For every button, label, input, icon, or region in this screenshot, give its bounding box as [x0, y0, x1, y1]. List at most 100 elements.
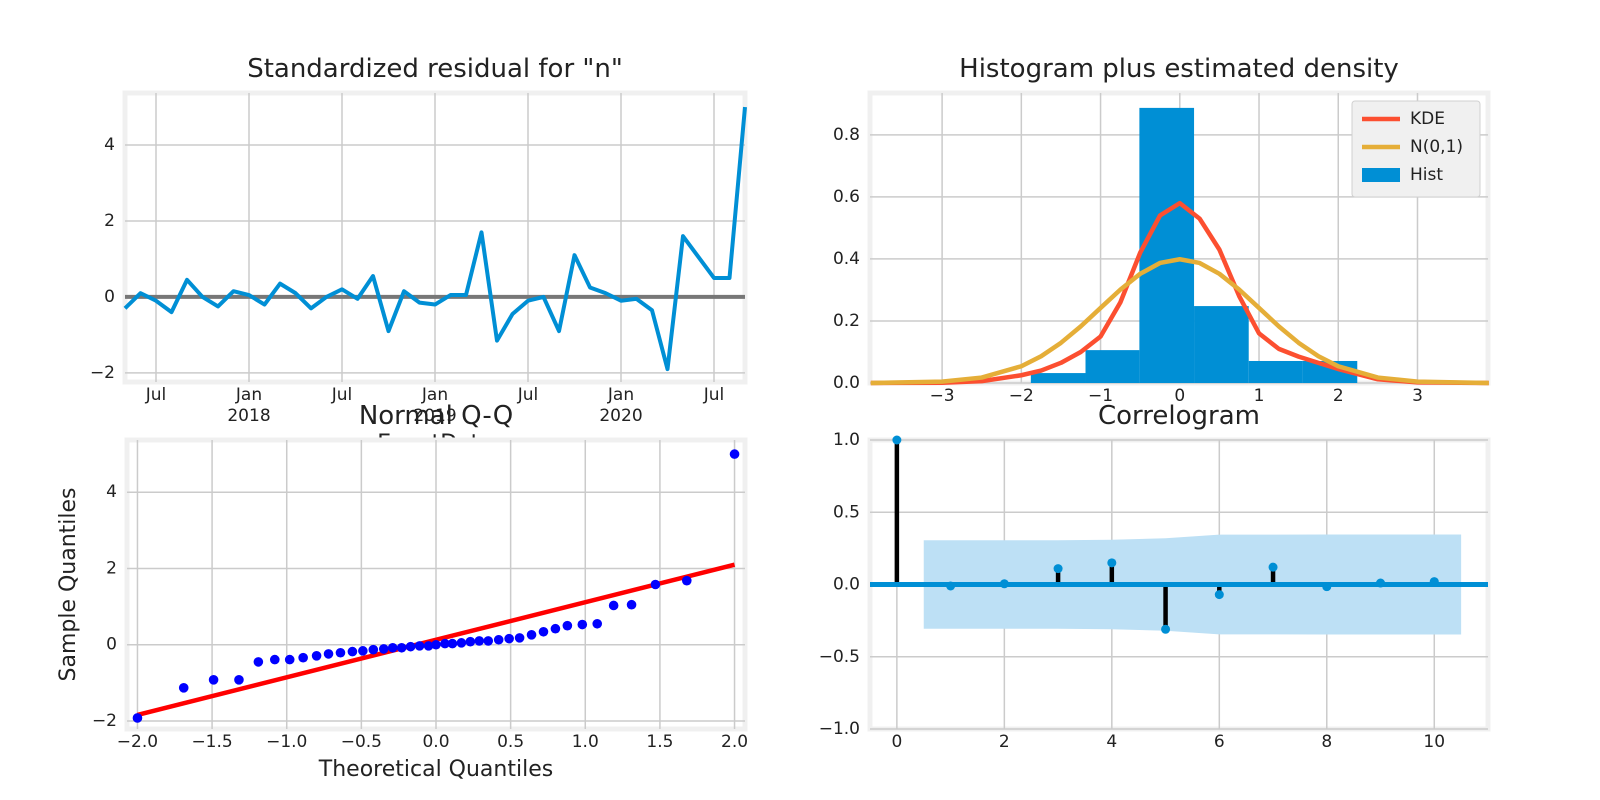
qq-point — [474, 636, 485, 646]
x-tick-label: 0.5 — [497, 732, 525, 752]
hist-bar — [1085, 350, 1140, 383]
density-line — [870, 257, 1489, 386]
x-tick-label: Jan 2020 — [599, 385, 643, 426]
legend-label: Hist — [1410, 165, 1443, 185]
x-tick-label: Jan 2019 — [413, 385, 457, 426]
y-tick-label: 0 — [106, 635, 117, 655]
hist-bar — [1248, 360, 1303, 383]
x-tick-label: 0 — [891, 732, 903, 752]
y-tick-label: 0.0 — [833, 575, 860, 595]
qq-point — [178, 683, 189, 693]
y-tick-label: 0.0 — [833, 373, 860, 393]
acf-marker — [999, 579, 1009, 589]
acf-marker — [946, 581, 956, 591]
x-tick-label: −0.5 — [340, 732, 382, 752]
x-tick-label: Jul — [331, 385, 353, 405]
y-tick-label: 0 — [104, 287, 115, 307]
x-tick-label: Jan 2018 — [227, 385, 271, 426]
y-tick-label: −0.5 — [819, 647, 860, 667]
acf-marker — [1268, 562, 1278, 572]
qq-point — [358, 646, 368, 656]
qq-point — [423, 641, 434, 651]
y-axis-label: Sample Quantiles — [56, 487, 81, 681]
qq-point — [311, 650, 322, 661]
qq-point — [626, 599, 637, 610]
qq-point — [526, 630, 537, 640]
x-tick-label: 4 — [1106, 732, 1118, 752]
acf-marker — [1107, 558, 1117, 568]
chart-title: Correlogram — [1098, 401, 1260, 431]
x-tick-label: Jul — [517, 385, 539, 405]
qq-point — [538, 626, 549, 637]
chart-title: Standardized residual for "n" — [247, 54, 623, 84]
x-tick-label: −2 — [1008, 386, 1034, 406]
x-tick-label: −1.0 — [266, 732, 308, 752]
x-tick-label: −1.5 — [191, 732, 233, 752]
qq-point — [253, 657, 264, 667]
y-tick-label: 2 — [104, 211, 115, 231]
y-tick-label: 4 — [106, 482, 117, 502]
qq-point — [208, 675, 219, 685]
qq-point — [447, 638, 458, 649]
qq-point — [414, 641, 425, 651]
acf-marker — [1053, 564, 1063, 574]
y-tick-label: 4 — [104, 135, 115, 155]
x-tick-label: 8 — [1321, 732, 1333, 752]
qq-point — [650, 579, 661, 590]
acf-marker — [1376, 578, 1386, 588]
qq-point — [347, 646, 358, 657]
x-tick-label: Jul — [703, 385, 725, 405]
y-tick-label: −2 — [92, 711, 117, 731]
density-line — [870, 200, 1489, 386]
y-tick-label: −1.0 — [819, 719, 860, 739]
legend-label: N(0,1) — [1410, 137, 1463, 157]
qq-point — [405, 641, 416, 652]
y-tick-label: 0.6 — [833, 187, 860, 207]
qq-point — [456, 638, 467, 648]
legend-swatch — [1362, 168, 1400, 182]
x-tick-label: 2 — [998, 732, 1010, 752]
hist-bar — [1030, 373, 1086, 383]
x-axis-label: Theoretical Quantiles — [318, 757, 553, 782]
qq-point — [234, 675, 244, 685]
qq-point — [387, 642, 398, 653]
qq-point — [431, 639, 441, 650]
qq-point — [465, 636, 476, 647]
qq-point — [729, 449, 740, 459]
x-tick-label: 1 — [1253, 386, 1265, 406]
qq-point — [440, 638, 450, 649]
qq-point — [681, 575, 692, 586]
qq-point — [269, 654, 280, 665]
qq-point — [335, 647, 346, 658]
x-tick-label: 0 — [1174, 386, 1186, 406]
y-tick-label: −2 — [90, 363, 115, 383]
x-tick-label: 6 — [1213, 732, 1225, 752]
qq-point — [504, 633, 514, 644]
x-tick-label: −3 — [929, 386, 955, 406]
qq-point — [132, 713, 143, 723]
legend-label: KDE — [1410, 109, 1445, 129]
x-tick-label: 1.5 — [646, 732, 674, 752]
qq-point — [493, 634, 504, 645]
x-tick-label: −2.0 — [116, 732, 159, 752]
qq-point — [368, 644, 379, 655]
x-tick-label: Jul — [145, 385, 167, 405]
y-tick-label: 0.8 — [833, 125, 860, 145]
acf-marker — [1429, 577, 1439, 587]
x-tick-label: 2.0 — [721, 732, 749, 752]
qq-point — [592, 618, 603, 629]
acf-marker — [892, 435, 902, 445]
qq-point — [514, 633, 525, 643]
acf-marker — [1161, 624, 1171, 634]
chart-title: Normal Q-Q — [359, 401, 513, 431]
qq-point — [378, 644, 389, 654]
qq-point — [577, 619, 588, 630]
y-tick-label: 0.5 — [833, 502, 860, 522]
x-tick-label: 1.0 — [571, 732, 599, 752]
qq-point — [323, 649, 334, 659]
y-tick-label: 2 — [106, 558, 117, 578]
y-tick-label: 0.4 — [833, 249, 860, 269]
y-tick-label: 1.0 — [833, 430, 860, 450]
